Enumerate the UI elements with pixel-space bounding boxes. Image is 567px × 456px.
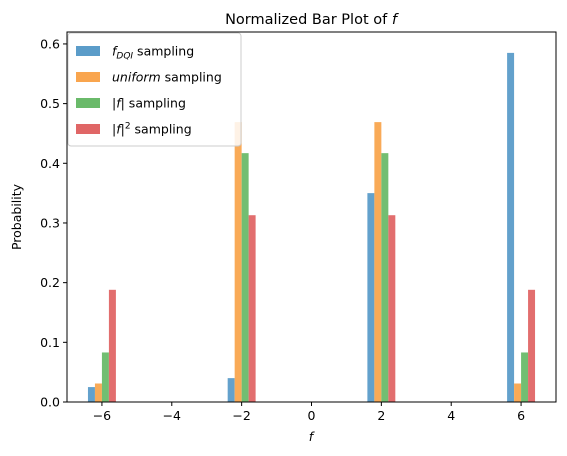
bar--f-sampling-3 — [521, 352, 529, 402]
x-tick-label: −2 — [232, 408, 250, 423]
chart-title-math: f — [392, 12, 399, 28]
bar-uniform-sampling-1 — [234, 122, 242, 402]
legend-swatch — [76, 124, 100, 134]
bar--f-2-sampling-3 — [528, 289, 536, 402]
x-tick-label: 4 — [447, 408, 455, 423]
legend-swatch — [76, 72, 100, 82]
x-tick-label: −4 — [163, 408, 181, 423]
bar-uniform-sampling-2 — [374, 122, 382, 402]
y-tick-label: 0.0 — [40, 395, 60, 410]
legend-label: |f| sampling — [112, 96, 186, 111]
bar-f-dqi-sampling-2 — [367, 193, 375, 402]
legend-swatch — [76, 98, 100, 108]
bars-group — [87, 52, 536, 403]
x-tick-label: −6 — [93, 408, 111, 423]
legend-label: |f|2 sampling — [112, 122, 192, 137]
bar--f-2-sampling-1 — [248, 215, 256, 402]
y-axis-ticks: 0.0 0.1 0.2 0.3 0.4 0.5 0.6 — [40, 36, 67, 410]
bar-f-dqi-sampling-1 — [227, 378, 235, 402]
x-tick-label: 0 — [308, 408, 316, 423]
legend-box — [67, 32, 242, 147]
x-tick-label: 6 — [517, 408, 525, 423]
plot-frame — [66, 31, 557, 403]
legend: fDQI sampling uniform sampling |f| samplin… — [67, 32, 242, 147]
bar-f-dqi-sampling-3 — [507, 52, 515, 403]
legend-swatch — [76, 46, 100, 56]
bar--f-sampling-0 — [101, 352, 109, 402]
chart-title: Normalized Bar Plot of f — [225, 12, 399, 28]
x-axis-ticks: −6 −4 −2 0 2 4 6 — [93, 402, 525, 423]
bar--f-sampling-1 — [241, 153, 249, 402]
bar--f-sampling-2 — [381, 153, 389, 402]
y-tick-label: 0.3 — [40, 215, 60, 230]
bar--f-2-sampling-2 — [388, 215, 396, 402]
legend-label: uniform sampling — [112, 70, 222, 85]
y-tick-label: 0.5 — [40, 96, 60, 111]
y-axis-label: Probability — [9, 183, 24, 250]
y-tick-label: 0.4 — [40, 156, 60, 171]
y-tick-label: 0.6 — [40, 36, 60, 51]
bar-f-dqi-sampling-0 — [87, 387, 95, 402]
bar--f-2-sampling-0 — [108, 289, 116, 402]
y-tick-label: 0.2 — [40, 275, 60, 290]
bar-uniform-sampling-0 — [94, 383, 102, 402]
x-axis-label: f — [309, 429, 315, 444]
bar-uniform-sampling-3 — [514, 383, 522, 402]
x-tick-label: 2 — [377, 408, 385, 423]
y-tick-label: 0.1 — [40, 335, 60, 350]
chart-title-text: Normalized Bar Plot of — [225, 12, 392, 28]
legend-label: fDQI sampling — [112, 44, 194, 62]
